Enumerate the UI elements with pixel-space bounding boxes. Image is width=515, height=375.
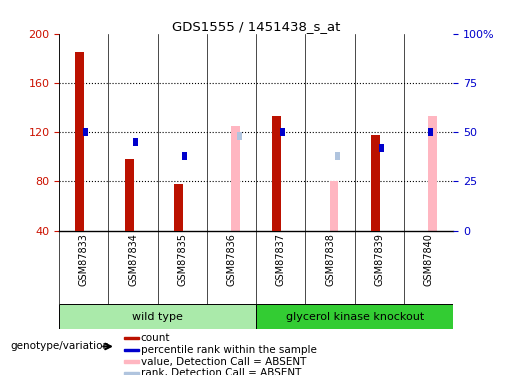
Text: GSM87833: GSM87833	[79, 233, 89, 286]
Bar	[379, 144, 384, 152]
Bar	[335, 152, 340, 159]
Bar	[280, 129, 285, 136]
Bar	[124, 337, 139, 339]
Bar	[371, 135, 380, 231]
Text: percentile rank within the sample: percentile rank within the sample	[141, 345, 317, 355]
Text: wild type: wild type	[132, 312, 183, 321]
Bar	[174, 184, 183, 231]
FancyBboxPatch shape	[256, 304, 453, 329]
Bar	[125, 159, 133, 231]
Text: GSM87836: GSM87836	[227, 233, 236, 286]
Text: GSM87838: GSM87838	[325, 233, 335, 286]
Text: GSM87840: GSM87840	[423, 233, 434, 286]
Text: value, Detection Call = ABSENT: value, Detection Call = ABSENT	[141, 357, 306, 366]
Text: GSM87839: GSM87839	[374, 233, 384, 286]
Bar	[182, 152, 187, 159]
Text: GSM87835: GSM87835	[177, 233, 187, 286]
Bar	[124, 348, 139, 351]
Text: glycerol kinase knockout: glycerol kinase knockout	[286, 312, 424, 321]
Bar	[76, 52, 84, 231]
Text: rank, Detection Call = ABSENT: rank, Detection Call = ABSENT	[141, 368, 301, 375]
Bar	[124, 372, 139, 375]
Text: GSM87834: GSM87834	[128, 233, 138, 286]
Bar	[272, 116, 281, 231]
Bar	[132, 138, 138, 146]
Bar	[231, 126, 240, 231]
Bar	[124, 360, 139, 363]
Text: count: count	[141, 333, 170, 343]
Bar	[428, 116, 437, 231]
Bar	[237, 132, 242, 140]
Bar	[83, 129, 88, 136]
Text: genotype/variation: genotype/variation	[10, 342, 109, 351]
Bar	[428, 129, 433, 136]
Text: GSM87837: GSM87837	[276, 233, 286, 286]
FancyBboxPatch shape	[59, 304, 256, 329]
Title: GDS1555 / 1451438_s_at: GDS1555 / 1451438_s_at	[172, 20, 340, 33]
Bar	[330, 182, 338, 231]
